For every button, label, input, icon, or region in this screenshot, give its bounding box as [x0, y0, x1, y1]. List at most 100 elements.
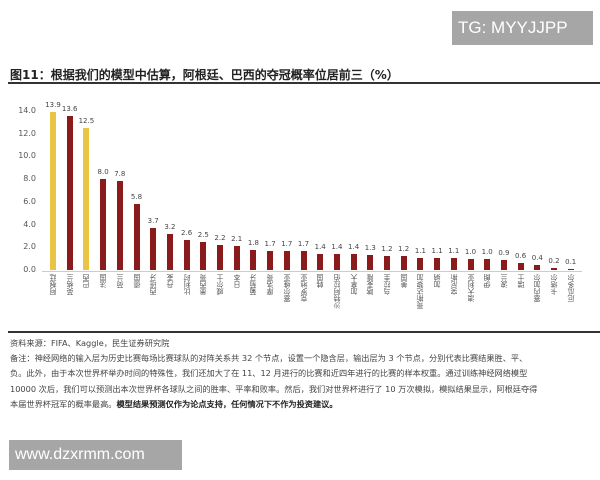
x-category-label: 喀麦隆 — [366, 274, 375, 295]
x-category-label: 日本 — [232, 274, 241, 288]
bar-31 — [567, 268, 574, 270]
y-tick-label: 8.0 — [23, 174, 36, 184]
bar-value-label: 1.7 — [264, 239, 276, 248]
bar-value-label: 1.1 — [431, 246, 443, 255]
x-category-label: 突尼斯 — [449, 274, 458, 295]
watermark-top: TG: MYYJJPP — [452, 11, 593, 45]
y-tick-label: 10.0 — [18, 151, 36, 161]
bar-18 — [350, 254, 357, 270]
bar-29 — [534, 265, 541, 270]
bar-value-label: 12.5 — [78, 117, 95, 126]
bar-value-label: 8.0 — [97, 168, 109, 177]
bar-value-label: 1.1 — [414, 246, 426, 255]
bar-19 — [367, 255, 374, 270]
y-tick-label: 2.0 — [23, 242, 36, 252]
bar-22 — [417, 257, 424, 270]
x-category-label: 巴西 — [82, 274, 91, 288]
bar-value-label: 0.9 — [498, 248, 510, 257]
x-category-label: 卡塔尔 — [550, 274, 558, 295]
bar-0 — [50, 112, 56, 270]
bar-value-label: 1.4 — [314, 243, 326, 252]
x-category-label: 摩洛哥 — [266, 274, 275, 295]
bar-value-label: 7.8 — [114, 170, 126, 179]
note-line-4: 本届世界杯冠军的概率最高。模型结果预测仅作为论点支持，任何情况下不作为投资建议。 — [10, 397, 595, 412]
footer-divider — [8, 331, 600, 333]
x-category-label: 丹麦 — [165, 274, 174, 288]
bar-value-label: 2.5 — [197, 230, 209, 239]
bar-value-label: 1.3 — [364, 244, 376, 253]
bar-value-label: 0.2 — [548, 256, 560, 265]
x-category-label: 澳大利亚 — [466, 274, 475, 302]
title-divider — [8, 82, 600, 84]
x-category-label: 加纳 — [433, 274, 442, 288]
bar-value-label: 2.1 — [231, 235, 243, 244]
x-category-label: 墨西哥 — [199, 274, 208, 295]
bar-25 — [467, 258, 474, 270]
disclaimer-bold: 模型结果预测仅作为论点支持，任何情况下不作为投资建议。 — [116, 398, 338, 409]
bar-2 — [83, 128, 90, 270]
x-category-label: 阿根廷 — [49, 274, 57, 295]
bar-value-label: 5.8 — [130, 193, 143, 202]
bar-10 — [217, 245, 223, 270]
source-text: 资料来源：FIFA、Kaggle，民生证券研究院 — [10, 338, 170, 348]
x-category-label: 伊朗 — [483, 274, 492, 288]
bar-26 — [484, 258, 491, 270]
bar-30 — [551, 267, 557, 270]
x-category-label: 波兰 — [499, 274, 508, 288]
bar-value-label: 1.7 — [297, 239, 310, 248]
x-category-label: 克罗地亚 — [299, 274, 308, 302]
bar-8 — [183, 240, 190, 270]
bar-24 — [450, 257, 457, 270]
bar-value-label: 2.2 — [214, 234, 226, 242]
bar-27 — [500, 259, 507, 270]
x-category-label: 塞内加尔 — [533, 274, 542, 302]
bar-value-label: 1.4 — [331, 243, 343, 252]
x-category-label: 瑞士 — [516, 274, 525, 288]
note-line-2: 负。此外，由于本次世界杯举办时间的特殊性，我们还加大了在 11、12 月进行的比… — [10, 368, 528, 379]
figure-title: 图11：根据我们的模型中估算，阿根廷、巴西的夺冠概率位居前三（%） — [10, 68, 399, 82]
bar-12 — [250, 249, 257, 270]
bar-14 — [283, 250, 290, 270]
x-category-label: 荷兰 — [115, 274, 124, 288]
y-tick-label: 4.0 — [23, 219, 36, 229]
bar-11 — [233, 246, 240, 270]
bar-1 — [66, 115, 73, 270]
y-tick-label: 6.0 — [23, 196, 36, 206]
bar-16 — [317, 254, 324, 270]
bar-value-label: 2.6 — [181, 229, 193, 238]
bar-value-label: 1.1 — [448, 246, 460, 255]
bar-value-label: 1.7 — [281, 239, 293, 248]
bar-value-label: 13.9 — [45, 101, 61, 110]
bar-23 — [434, 257, 441, 270]
bar-value-label: 1.8 — [247, 238, 259, 247]
bar-value-label: 1.0 — [464, 247, 477, 256]
x-category-label: 威尔士 — [216, 274, 224, 295]
x-axis-line — [42, 271, 582, 272]
x-category-label: 美国 — [399, 274, 408, 288]
bar-21 — [400, 256, 407, 270]
bar-6 — [150, 227, 157, 270]
bar-4 — [116, 181, 123, 270]
bar-value-label: 0.6 — [515, 252, 527, 261]
bar-value-label: 3.7 — [147, 216, 159, 225]
x-category-label: 塞尔维亚 — [282, 274, 291, 302]
x-category-label: 比利时 — [182, 274, 191, 295]
x-category-label: 西班牙 — [149, 274, 158, 295]
bar-3 — [100, 179, 107, 270]
bar-value-label: 1.0 — [481, 247, 493, 256]
x-category-label: 沙特阿拉伯 — [332, 274, 341, 309]
bar-20 — [384, 256, 390, 270]
x-category-label: 乌拉圭 — [383, 274, 391, 295]
bar-chart: 0.0 2.0 4.0 6.0 8.0 10.0 12.0 14.0 13.9 阿根廷 13.6 英格… — [0, 90, 600, 325]
y-tick-label: 12.0 — [18, 128, 36, 138]
bar-5 — [133, 204, 140, 270]
bar-value-label: 1.2 — [398, 245, 410, 254]
bar-9 — [200, 241, 207, 270]
x-category-label: 哥斯达黎加 — [416, 274, 425, 309]
bar-value-label: 0.4 — [531, 254, 543, 263]
bar-value-label: 1.4 — [348, 243, 360, 252]
y-tick-label: 14.0 — [18, 106, 36, 115]
bar-value-label: 1.2 — [381, 245, 393, 254]
bar-value-label: 13.6 — [61, 104, 78, 113]
x-category-label: 加拿大 — [349, 274, 358, 295]
